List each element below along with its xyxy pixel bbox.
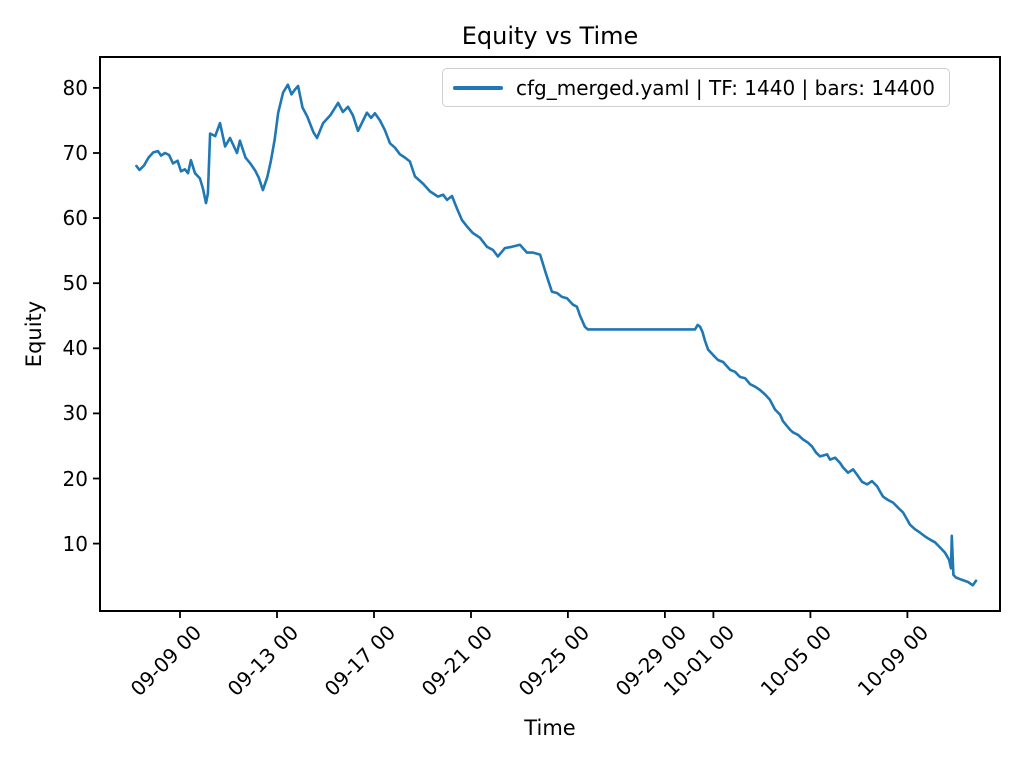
equity-line: [135, 83, 978, 587]
y-tick-label: 60: [62, 206, 88, 230]
y-tick-label: 50: [62, 271, 88, 295]
y-tick-label: 20: [62, 467, 88, 491]
legend-label: cfg_merged.yaml | TF: 1440 | bars: 14400: [516, 75, 935, 100]
y-tick-label: 80: [62, 76, 88, 100]
x-axis-label: Time: [524, 716, 576, 740]
legend: cfg_merged.yaml | TF: 1440 | bars: 14400: [442, 68, 950, 107]
y-tick-label: 30: [62, 401, 88, 425]
y-tick-label: 10: [62, 532, 88, 556]
y-tick-label: 70: [62, 141, 88, 165]
legend-line-sample: [453, 85, 503, 90]
y-tick-label: 40: [62, 336, 88, 360]
chart-title: Equity vs Time: [461, 22, 639, 50]
plot-border: [99, 56, 1001, 612]
